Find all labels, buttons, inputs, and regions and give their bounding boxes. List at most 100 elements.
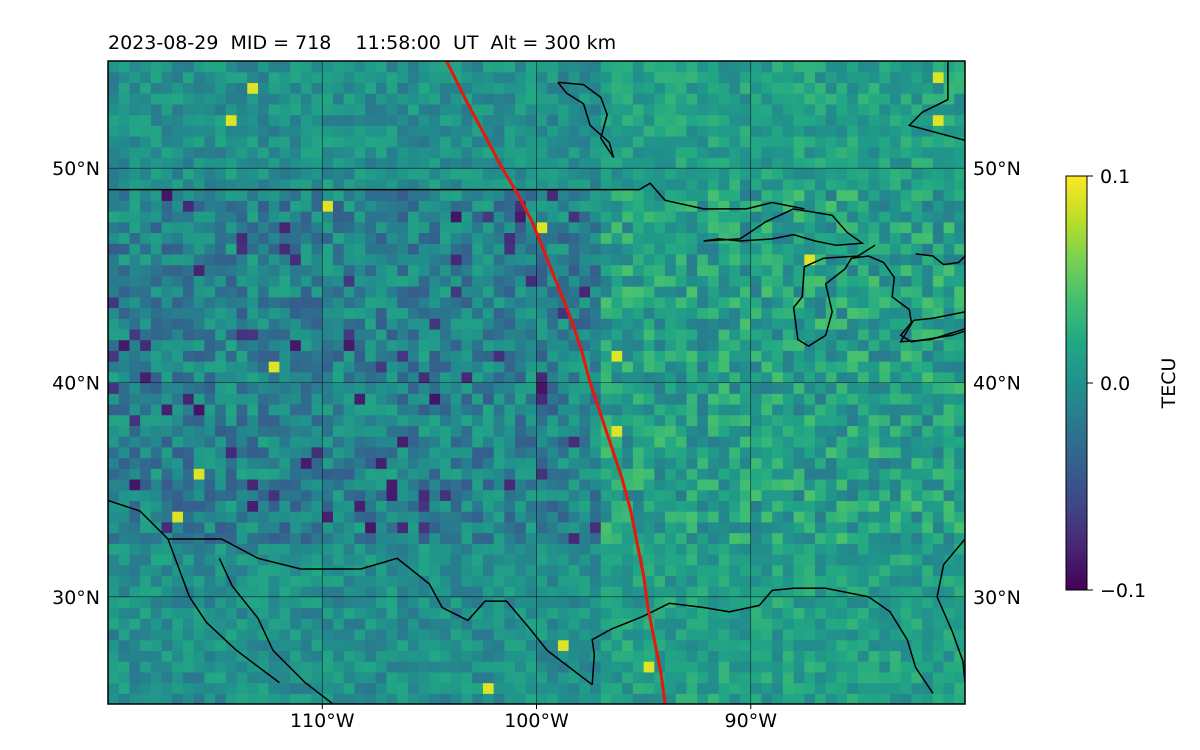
heatmap-cell (150, 618, 163, 630)
heatmap-cell (257, 71, 270, 84)
heatmap-cell (257, 211, 270, 223)
heatmap-cell (718, 286, 730, 298)
heatmap-cell (868, 671, 880, 684)
heatmap-cell (707, 650, 720, 662)
heatmap-cell (397, 318, 409, 330)
heatmap-cell (740, 661, 752, 673)
heatmap-cell (868, 243, 880, 255)
heatmap-cell (782, 468, 795, 480)
heatmap-cell (943, 157, 955, 169)
heatmap-cell (407, 125, 420, 137)
heatmap-cell (804, 275, 816, 287)
heatmap-cell (429, 436, 441, 448)
heatmap-cell (108, 650, 120, 662)
heatmap-cell (450, 575, 463, 587)
heatmap-cell (547, 671, 559, 684)
heatmap-cell (825, 61, 838, 73)
heatmap-cell (515, 489, 527, 501)
heatmap-cell (740, 264, 752, 276)
heatmap-cell (954, 328, 965, 341)
heatmap-cell (472, 93, 484, 105)
heatmap-cell (697, 253, 709, 266)
heatmap-cell (815, 414, 827, 426)
heatmap-cell (579, 178, 591, 191)
heatmap-cell (922, 489, 934, 501)
heatmap-cell (354, 200, 366, 212)
heatmap-cell (354, 596, 366, 609)
heatmap-cell (429, 189, 441, 201)
heatmap-cell (579, 393, 591, 405)
heatmap-cell (182, 671, 195, 684)
heatmap-cell (461, 436, 473, 448)
heatmap-cell (857, 296, 870, 309)
heatmap-cell (440, 371, 452, 384)
heatmap-cell (118, 253, 131, 266)
heatmap-cell (118, 103, 131, 116)
heatmap-cell (257, 511, 270, 523)
heatmap-cell (932, 564, 945, 576)
heatmap-cell (257, 532, 270, 544)
heatmap-cell (225, 575, 238, 587)
heatmap-cell (515, 457, 527, 469)
heatmap-cell (954, 693, 965, 704)
heatmap-cell (311, 586, 323, 598)
heatmap-cell (675, 436, 688, 448)
heatmap-cell (911, 650, 923, 662)
heatmap-cell (504, 361, 516, 373)
heatmap-cell (547, 243, 559, 255)
heatmap-cell (236, 286, 248, 298)
heatmap-cell (772, 178, 784, 191)
heatmap-cell (386, 243, 398, 255)
heatmap-cell (825, 446, 838, 459)
heatmap-cell (547, 361, 559, 373)
heatmap-cell (525, 114, 538, 126)
heatmap-cell (311, 436, 323, 448)
heatmap-cell (568, 264, 580, 276)
heatmap-cell (311, 446, 323, 459)
heatmap-cell (215, 575, 227, 587)
heatmap-cell (568, 382, 580, 394)
heatmap-cell (108, 661, 120, 673)
heatmap-cell (257, 403, 270, 416)
heatmap-cell (311, 468, 323, 480)
heatmap-cell (482, 361, 495, 373)
heatmap-cell (322, 82, 334, 94)
heatmap-cell (729, 457, 741, 469)
heatmap-cell (793, 682, 805, 694)
heatmap-cell (118, 414, 131, 426)
heatmap-cell (279, 339, 291, 351)
heatmap-cell (461, 532, 473, 544)
heatmap-cell (590, 586, 602, 598)
heatmap-cell (247, 296, 259, 309)
heatmap-cell (429, 650, 441, 662)
heatmap-cell (108, 168, 120, 180)
heatmap-cell (761, 586, 773, 598)
heatmap-cell (900, 436, 913, 448)
heatmap-cell (482, 189, 495, 201)
heatmap-cell (236, 114, 248, 126)
heatmap-cell (429, 393, 441, 405)
heatmap-cell (686, 607, 698, 619)
heatmap-cell (279, 114, 291, 126)
heatmap-cell (611, 61, 623, 73)
heatmap-cell (204, 286, 216, 298)
heatmap-cell (643, 661, 655, 673)
heatmap-cell (365, 586, 377, 598)
heatmap-cell (750, 489, 763, 501)
heatmap-cell (429, 243, 441, 255)
heatmap-cell (900, 211, 913, 223)
heatmap-cell (943, 607, 955, 619)
heatmap-cell (943, 71, 955, 84)
heatmap-cell (118, 361, 131, 373)
heatmap-cell (236, 500, 248, 512)
heatmap-cell (279, 671, 291, 684)
heatmap-cell (407, 211, 420, 223)
heatmap-cell (450, 253, 463, 266)
heatmap-cell (879, 168, 891, 180)
heatmap-cell (193, 307, 206, 319)
heatmap-cell (140, 532, 152, 544)
heatmap-cell (547, 393, 559, 405)
heatmap-cell (172, 146, 184, 159)
heatmap-cell (140, 253, 152, 266)
heatmap-cell (654, 243, 666, 255)
